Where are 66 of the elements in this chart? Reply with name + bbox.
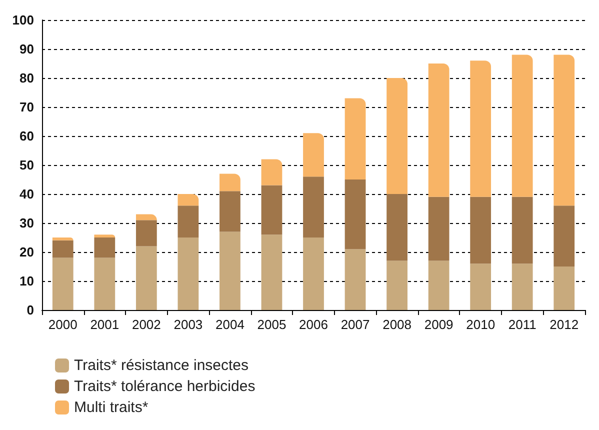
bar [178,206,199,238]
bar [261,159,282,186]
bar [178,238,199,310]
bar [220,174,240,192]
bar [303,238,324,310]
bar [94,238,116,258]
bar [470,196,492,264]
bar [428,64,450,197]
bar [136,246,157,310]
bar [344,98,366,180]
y-tick-label: 40 [20,186,34,202]
bar [220,191,240,232]
x-tick-label: 2010 [466,317,496,332]
y-tick-label: 20 [20,244,34,260]
bar [52,238,74,240]
y-tick-label: 60 [20,128,34,144]
bar [386,194,408,261]
bar [470,264,492,310]
bar [220,232,240,310]
bar [512,54,533,197]
bar [94,258,116,310]
bar [178,194,199,206]
bar [52,240,74,258]
bar [554,266,575,310]
x-tick-label: 2008 [382,317,412,332]
bar [554,206,575,266]
bar [303,176,324,238]
legend-label: Multi traits* [74,399,148,416]
bar [470,60,492,197]
legend-label: Traits* résistance insectes [74,357,249,374]
bar [344,180,366,250]
bar [512,196,533,264]
bar [428,260,450,310]
bar [261,185,282,235]
x-tick-label: 2011 [508,317,536,332]
x-tick-label: 2004 [216,317,244,332]
bar [428,196,450,261]
y-tick-label: 0 [26,302,34,318]
bar [136,220,157,246]
y-tick-label: 10 [20,274,34,288]
bar [386,78,408,194]
bar [512,264,533,310]
x-tick-label: 2006 [299,317,328,332]
bar [136,214,157,220]
x-tick-label: 2005 [257,317,286,332]
x-tick-label: 2012 [550,317,579,332]
bar [52,258,74,310]
y-tick-label: 30 [20,216,34,230]
x-tick-label: 2003 [174,317,203,332]
x-tick-label: 2002 [132,317,161,332]
y-tick-label: 100 [12,12,34,28]
bar [261,234,282,310]
y-tick-label: 50 [20,158,34,172]
bar [386,260,408,310]
y-tick-label: 80 [20,70,34,86]
bar [94,234,116,238]
x-tick-label: 2007 [340,317,370,332]
bar [344,249,366,310]
y-tick-label: 90 [20,42,34,56]
x-tick-label: 2001 [90,317,120,332]
bar [303,133,324,177]
bar [554,54,575,206]
x-tick-label: 2009 [424,317,454,332]
y-tick-label: 70 [20,100,34,114]
legend-label: Traits* tolérance herbicides [74,378,256,395]
x-tick-label: 2000 [48,317,78,332]
